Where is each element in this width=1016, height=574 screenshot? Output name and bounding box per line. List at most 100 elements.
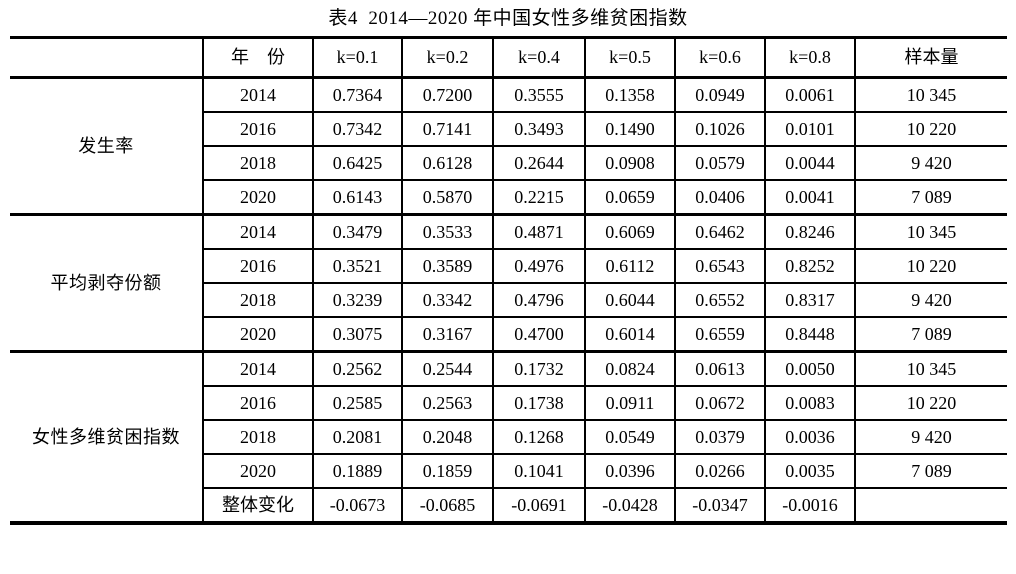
value-cell: 0.0266 [674, 454, 765, 488]
value-cell: 0.6044 [584, 283, 675, 317]
value-cell: 0.1889 [312, 454, 402, 488]
year-cell: 2018 [202, 283, 313, 317]
value-cell: 0.3533 [401, 214, 493, 249]
group-label: 发生率 [78, 136, 134, 156]
k-column-header: k=0.8 [764, 37, 855, 78]
value-cell: 0.1490 [584, 112, 675, 146]
value-cell: 0.7364 [312, 77, 402, 112]
value-cell: 0.8246 [764, 214, 855, 249]
value-cell: 0.1738 [492, 386, 585, 420]
value-cell: 0.2644 [492, 146, 585, 180]
year-cell: 2014 [202, 214, 313, 249]
value-cell: 0.6552 [674, 283, 765, 317]
value-cell: 0.1041 [492, 454, 585, 488]
value-cell: 0.8252 [764, 249, 855, 283]
k-column-header: k=0.2 [401, 37, 493, 78]
value-cell: 0.1732 [492, 351, 585, 386]
sample-column-header: 样本量 [854, 37, 1007, 78]
value-cell: 0.2215 [492, 180, 585, 215]
value-cell: 0.6462 [674, 214, 765, 249]
value-cell: 0.0911 [584, 386, 675, 420]
value-cell: 0.3239 [312, 283, 402, 317]
sample-cell: 10 345 [854, 77, 1007, 112]
value-cell: 0.0406 [674, 180, 765, 215]
table-header: 年 份 k=0.1 k=0.2 k=0.4 k=0.5 k=0.6 k=0.8 样本量 [10, 37, 1007, 78]
value-cell: 0.6425 [312, 146, 402, 180]
value-cell: 0.3075 [312, 317, 402, 352]
value-cell: 0.4976 [492, 249, 585, 283]
value-cell: 0.2544 [401, 351, 493, 386]
value-cell: 0.0549 [584, 420, 675, 454]
value-cell: 0.1268 [492, 420, 585, 454]
value-cell: 0.0083 [764, 386, 855, 420]
year-cell: 2020 [202, 454, 313, 488]
sample-cell: 10 345 [854, 214, 1007, 249]
year-cell: 2020 [202, 180, 313, 215]
table-row: 2018 0.2081 0.2048 0.1268 0.0549 0.0379 0.0036… [10, 420, 1007, 454]
value-cell: 0.0396 [584, 454, 675, 488]
header-row: 年 份 k=0.1 k=0.2 k=0.4 k=0.5 k=0.6 k=0.8 样本量 [10, 37, 1007, 78]
value-cell: 0.8317 [764, 283, 855, 317]
value-cell: 0.6543 [674, 249, 765, 283]
value-cell: -0.0428 [584, 488, 675, 523]
value-cell: -0.0673 [312, 488, 402, 523]
sample-cell: 9 420 [854, 146, 1007, 180]
value-cell: -0.0347 [674, 488, 765, 523]
table-row: 2016 0.7342 0.7141 0.3493 0.1490 0.1026 0.0101… [10, 112, 1007, 146]
value-cell: 0.0061 [764, 77, 855, 112]
poverty-table: 年 份 k=0.1 k=0.2 k=0.4 k=0.5 k=0.6 k=0.8 样本量 发生率… [10, 36, 1007, 525]
value-cell: 0.2048 [401, 420, 493, 454]
corner-cell [10, 38, 203, 78]
year-cell: 2016 [202, 249, 313, 283]
table-row: 2020 0.3075 0.3167 0.4700 0.6014 0.6559 0.8448… [10, 317, 1007, 352]
sample-cell: 10 220 [854, 386, 1007, 420]
k-column-header: k=0.4 [492, 37, 585, 78]
table-row: 2018 0.3239 0.3342 0.4796 0.6044 0.6552 0.8317… [10, 283, 1007, 317]
group-label: 平均剥夺份额 [50, 273, 162, 293]
value-cell: 0.0613 [674, 351, 765, 386]
value-cell: 0.0036 [764, 420, 855, 454]
year-cell: 2014 [202, 77, 313, 112]
value-cell: 0.3342 [401, 283, 493, 317]
value-cell: 0.1859 [401, 454, 493, 488]
value-cell: 0.7200 [401, 77, 493, 112]
year-cell: 整体变化 [202, 488, 313, 523]
value-cell: 0.3555 [492, 77, 585, 112]
value-cell: 0.3167 [401, 317, 493, 352]
table-row: 发生率 2014 0.7364 0.7200 0.3555 0.1358 0.0949 0.0… [10, 77, 1007, 156]
table-title: 表4 2014—2020 年中国女性多维贫困指数 [328, 8, 688, 29]
sample-cell: 9 420 [854, 420, 1007, 454]
value-cell: 0.4796 [492, 283, 585, 317]
value-cell: 0.8448 [764, 317, 855, 352]
value-cell: 0.0659 [584, 180, 675, 215]
year-column-header: 年 份 [202, 37, 313, 78]
value-cell: 0.0041 [764, 180, 855, 215]
value-cell: 0.6069 [584, 214, 675, 249]
row-group: 发生率 2014 0.7364 0.7200 0.3555 0.1358 0.0949 0.0… [10, 77, 1007, 215]
value-cell: 0.3493 [492, 112, 585, 146]
value-cell: 0.2563 [401, 386, 493, 420]
sample-cell: 7 089 [854, 454, 1007, 488]
table-row: 2020 0.6143 0.5870 0.2215 0.0659 0.0406 0.0041… [10, 180, 1007, 215]
value-cell: 0.3521 [312, 249, 402, 283]
value-cell: 0.6014 [584, 317, 675, 352]
value-cell: 0.4700 [492, 317, 585, 352]
value-cell: 0.0035 [764, 454, 855, 488]
value-cell: 0.3479 [312, 214, 402, 249]
value-cell: 0.2585 [312, 386, 402, 420]
value-cell: 0.2562 [312, 351, 402, 386]
value-cell: 0.7342 [312, 112, 402, 146]
sample-cell: 10 220 [854, 249, 1007, 283]
sample-cell: 7 089 [854, 317, 1007, 352]
sample-cell: 10 345 [854, 351, 1007, 386]
value-cell: -0.0016 [764, 488, 855, 523]
k-column-header: k=0.1 [312, 37, 402, 78]
year-cell: 2018 [202, 420, 313, 454]
value-cell: 0.6112 [584, 249, 675, 283]
table-row: 女性多维贫困指数 2014 0.2562 0.2544 0.1732 0.0824 0.06… [10, 351, 1007, 447]
value-cell: 0.6128 [401, 146, 493, 180]
table-row: 2020 0.1889 0.1859 0.1041 0.0396 0.0266 0.0035… [10, 454, 1007, 488]
sample-cell: 9 420 [854, 283, 1007, 317]
value-cell: 0.3589 [401, 249, 493, 283]
